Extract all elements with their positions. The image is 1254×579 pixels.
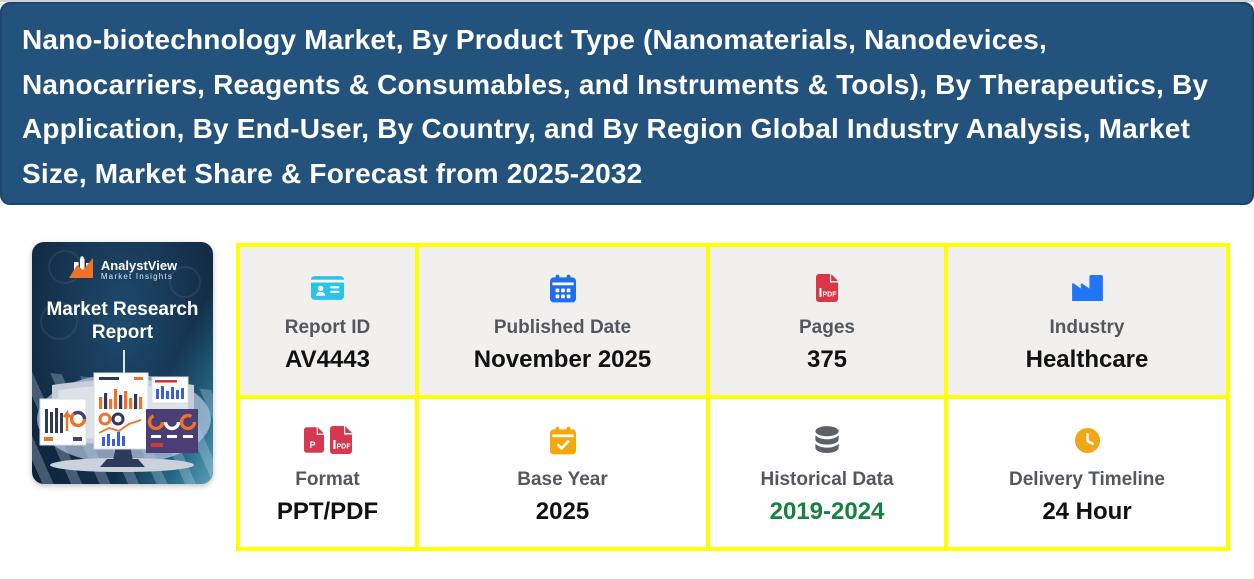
page-top-edge [0,0,1254,2]
brand-tagline: Market Insights [100,272,174,282]
info-card-industry: Industry Healthcare [948,247,1226,395]
watermark-icon [169,266,201,298]
database-icon [814,423,840,457]
factory-icon [1071,271,1103,305]
pdf-file-icon: PDF [816,271,838,305]
page-title: Nano-biotechnology Market, By Product Ty… [22,24,1209,189]
card-label: Format [295,469,360,490]
info-card-base-year: Base Year 2025 [419,399,706,547]
card-value: 2019-2024 [769,498,885,525]
card-value: 24 Hour [1042,498,1132,525]
card-label: Industry [1049,317,1125,338]
cover-divider-line [122,350,125,380]
cover-title: Market Research Report [46,299,199,343]
ppt-file-icon: P [303,427,324,453]
report-cover-image: AnalystView Market Insights Market Resea… [32,242,213,484]
ppt-pdf-file-icons: P PDF [303,423,352,457]
card-label: Historical Data [760,469,894,490]
id-card-icon [311,271,344,305]
brand-logo: AnalystView Market Insights [32,256,213,285]
info-card-historical-data: Historical Data 2019-2024 [710,399,944,547]
title-banner: Nano-biotechnology Market, By Product Ty… [0,2,1254,205]
card-value: November 2025 [473,346,652,373]
card-value: AV4443 [285,346,370,373]
card-label: Base Year [517,469,608,490]
svg-text:P: P [309,440,315,450]
info-card-format: P PDF Format PPT/PDF [240,399,415,547]
card-label: Delivery Timeline [1009,469,1165,490]
card-value: Healthcare [1025,346,1149,373]
svg-text:PDF: PDF [823,292,838,299]
card-label: Report ID [284,317,371,338]
brand-name: AnalystView [100,257,178,273]
monitor-charts-illustration [32,369,213,480]
calendar-icon [549,271,576,305]
card-value: 2025 [535,498,590,525]
info-card-delivery-timeline: Delivery Timeline 24 Hour [948,399,1226,547]
card-label: Published Date [493,317,632,338]
info-card-published-date: Published Date November 2025 [419,247,706,395]
calendar-check-icon [549,423,576,457]
card-value: PPT/PDF [276,498,379,525]
brand-chart-icon [68,256,94,285]
watermark-icon [40,302,78,340]
info-card-report-id: Report ID AV4443 [240,247,415,395]
clock-icon [1074,423,1101,457]
info-card-pages: PDF Pages 375 [710,247,944,395]
pdf-file-icon: PDF [329,426,352,454]
report-info-grid: Report ID AV4443 Published Date [236,243,1230,551]
card-value: 375 [806,346,848,373]
card-label: Pages [799,317,855,338]
svg-text:PDF: PDF [336,444,351,451]
